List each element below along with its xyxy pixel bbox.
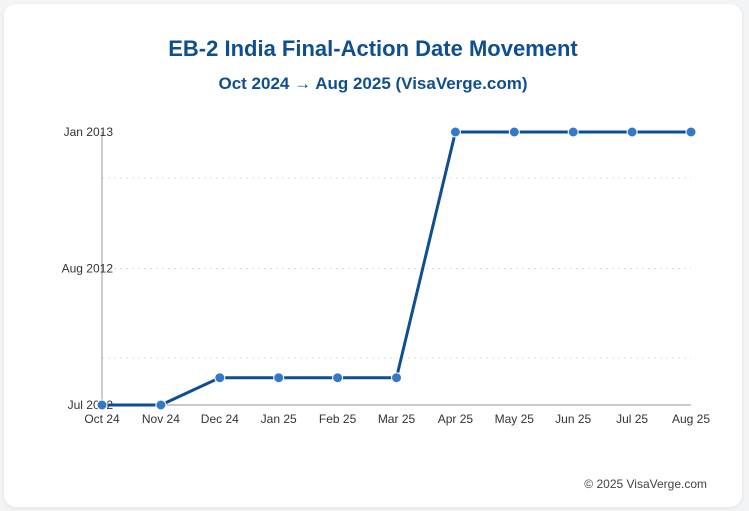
y-tick-label: Jan 2013 — [64, 125, 114, 139]
data-point — [508, 126, 520, 138]
x-tick-label: Apr 25 — [438, 412, 474, 426]
x-tick-label: May 25 — [495, 412, 535, 426]
data-point — [96, 399, 108, 411]
data-point — [449, 126, 461, 138]
x-tick-label: Jul 25 — [616, 412, 648, 426]
chart-subtitle: Oct 2024 → Aug 2025 (VisaVerge.com) — [218, 74, 528, 93]
data-point — [685, 126, 697, 138]
x-tick-label: Mar 25 — [378, 412, 416, 426]
x-tick-label: Jan 25 — [261, 412, 297, 426]
x-tick-label: Dec 24 — [201, 412, 239, 426]
data-point — [391, 372, 402, 384]
data-point — [155, 399, 167, 411]
data-point — [273, 372, 285, 384]
x-tick-label: Nov 24 — [142, 412, 180, 426]
x-tick-label: Feb 25 — [319, 412, 357, 426]
chart-title: EB-2 India Final-Action Date Movement — [168, 36, 578, 61]
data-point — [567, 126, 579, 138]
x-tick-label: Oct 24 — [84, 412, 120, 426]
y-tick-label: Aug 2012 — [62, 262, 114, 276]
copyright-footer: © 2025 VisaVerge.com — [584, 477, 707, 491]
data-point — [214, 372, 226, 384]
x-tick-label: Aug 25 — [672, 412, 710, 426]
data-point — [332, 372, 344, 384]
chart-card: EB-2 India Final-Action Date Movement Oc… — [4, 4, 742, 507]
data-point — [626, 126, 638, 138]
x-tick-label: Jun 25 — [555, 412, 591, 426]
